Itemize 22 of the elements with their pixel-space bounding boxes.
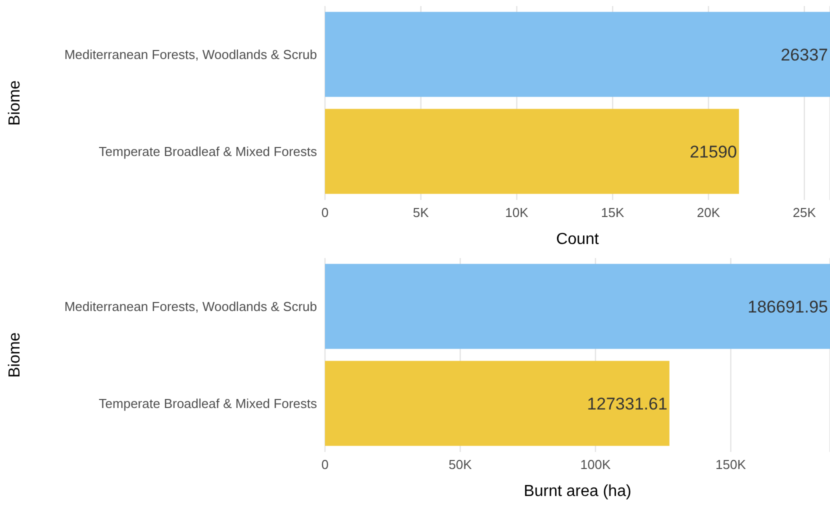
y-tick-label: Mediterranean Forests, Woodlands & Scrub: [64, 299, 317, 314]
y-axis-title: Biome: [6, 80, 24, 126]
y-tick-label: Temperate Broadleaf & Mixed Forests: [98, 144, 318, 160]
data-label: 26337: [780, 45, 828, 64]
y-tick-label: Mediterranean Forests, Woodlands & Scrub: [64, 47, 317, 62]
x-tick-label: 20K: [696, 205, 720, 220]
data-label: 21590: [690, 142, 737, 162]
x-tick-label: 0: [321, 205, 329, 220]
x-tick-label: 0: [321, 457, 329, 472]
data-label: 127331.61: [587, 394, 668, 414]
y-tick-label: Temperate Broadleaf & Mixed Forests: [98, 396, 318, 412]
x-tick-label: 10K: [505, 205, 529, 220]
data-label: 186691.95: [748, 297, 828, 316]
x-tick-label: 15K: [601, 205, 625, 220]
x-tick-label: 5K: [412, 205, 430, 220]
y-axis-title: Biome: [6, 332, 24, 378]
x-axis-title: Count: [556, 231, 600, 248]
x-tick-label: 25K: [792, 205, 816, 220]
x-tick-label: 100K: [580, 457, 611, 472]
x-tick-label: 150K: [716, 457, 746, 472]
x-axis-title: Burnt area (ha): [524, 483, 632, 500]
x-tick-label: 50K: [448, 457, 472, 472]
